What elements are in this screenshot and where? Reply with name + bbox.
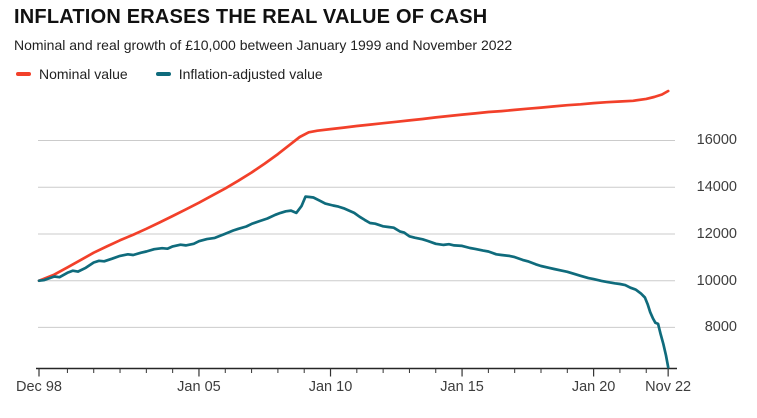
y-axis-tick-label: 8000: [704, 319, 737, 336]
legend-label-nominal: Nominal value: [39, 66, 128, 82]
x-axis-tick-label: Jan 15: [440, 379, 484, 395]
nominal-value-line: [37, 89, 670, 283]
x-axis-tick-label: Jan 05: [177, 379, 221, 395]
nominal-line-swatch: [16, 72, 31, 76]
legend-item-inflation-adjusted: Inflation-adjusted value: [155, 66, 323, 82]
inflation-adjusted-value-line: [37, 195, 670, 369]
y-axis-tick-label: 10000: [696, 272, 737, 289]
legend: Nominal value Inflation-adjusted value: [16, 66, 323, 82]
legend-item-nominal: Nominal value: [16, 66, 128, 82]
x-axis-tick-label: Nov 22: [645, 379, 692, 395]
x-axis-tick-label: Jan 20: [571, 379, 616, 395]
y-axis-tick-label: 12000: [696, 225, 737, 242]
y-axis-tick-label: 16000: [696, 132, 737, 149]
inflation-adjusted-line-swatch: [155, 72, 171, 76]
x-axis-tick-label: Jan 10: [308, 379, 353, 395]
x-axis-tick-label: Dec 98: [16, 379, 62, 395]
y-axis-tick-label: 14000: [696, 179, 737, 196]
chart-title: INFLATION ERASES THE REAL VALUE OF CASH: [14, 6, 488, 28]
legend-label-inflation-adjusted: Inflation-adjusted value: [178, 66, 323, 82]
chart-subtitle: Nominal and real growth of £10,000 betwe…: [14, 37, 513, 53]
